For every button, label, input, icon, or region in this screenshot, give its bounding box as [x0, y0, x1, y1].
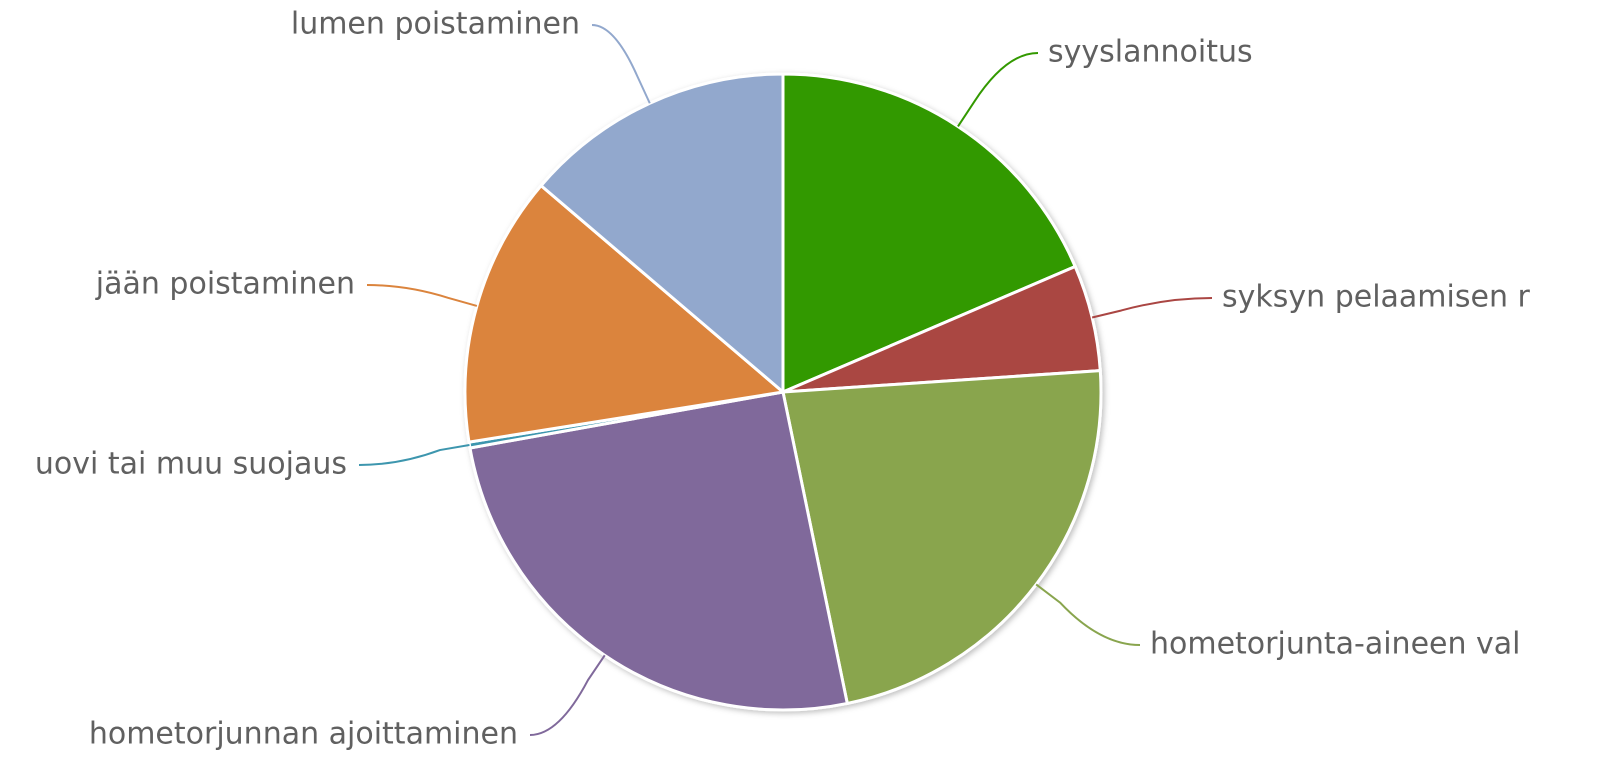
data-label: lumen poistaminen — [291, 7, 580, 42]
label-connector — [529, 654, 606, 736]
data-label: syyslannoitus — [1048, 35, 1253, 70]
data-label: hometorjunta-aineen val — [1150, 627, 1521, 662]
data-label: syksyn pelaamisen r — [1222, 280, 1530, 315]
label-connector — [957, 52, 1039, 128]
label-connector — [358, 444, 470, 466]
data-label: uovi tai muu suojaus — [35, 447, 347, 482]
label-connector — [1091, 297, 1213, 319]
label-connector — [366, 284, 478, 307]
pie-slice — [463, 184, 785, 444]
pie-slice — [539, 72, 785, 394]
data-label: jään poistaminen — [95, 267, 355, 302]
label-connector — [591, 24, 651, 104]
pie-slice — [781, 369, 1103, 705]
pie-slice — [781, 72, 1077, 394]
label-connector — [1035, 583, 1141, 646]
pie — [463, 72, 1103, 712]
pie-slice — [468, 390, 849, 712]
data-label: hometorjunnan ajoittaminen — [89, 717, 518, 752]
